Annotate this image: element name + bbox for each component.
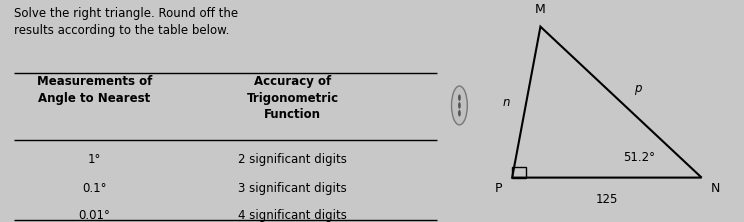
Text: 3 significant digits: 3 significant digits [238,182,347,195]
Text: 125: 125 [596,193,618,206]
Text: Solve the right triangle. Round off the
results according to the table below.: Solve the right triangle. Round off the … [13,7,237,37]
Text: n: n [503,96,510,109]
Text: 51.2°: 51.2° [623,151,655,164]
Text: 0.01°: 0.01° [79,209,110,222]
Ellipse shape [458,102,461,109]
Ellipse shape [458,110,461,117]
Text: 1°: 1° [88,153,101,166]
Text: 2 significant digits: 2 significant digits [238,153,347,166]
Text: 0.1°: 0.1° [83,182,107,195]
Text: Measurements of
Angle to Nearest: Measurements of Angle to Nearest [37,75,153,105]
Ellipse shape [452,86,467,125]
Ellipse shape [458,94,461,101]
Text: 4 significant digits: 4 significant digits [238,209,347,222]
Text: N: N [711,182,720,195]
Text: P: P [494,182,501,195]
Text: p: p [634,82,642,95]
Text: Accuracy of
Trigonometric
Function: Accuracy of Trigonometric Function [246,75,339,121]
Text: M: M [535,2,546,16]
